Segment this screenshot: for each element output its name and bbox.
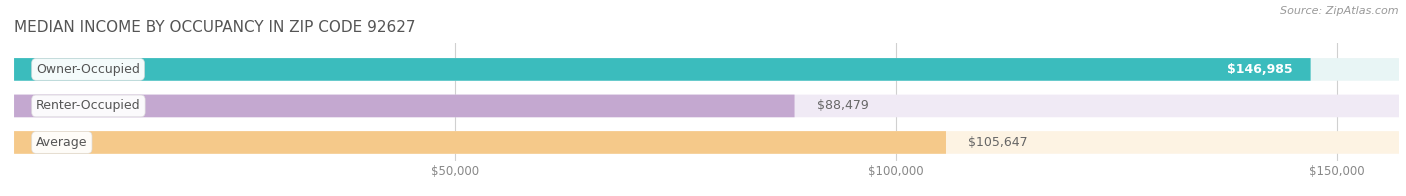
- Text: $146,985: $146,985: [1227, 63, 1294, 76]
- Text: Renter-Occupied: Renter-Occupied: [37, 99, 141, 113]
- FancyBboxPatch shape: [14, 95, 794, 117]
- FancyBboxPatch shape: [14, 131, 946, 154]
- FancyBboxPatch shape: [14, 95, 1399, 117]
- FancyBboxPatch shape: [14, 131, 1399, 154]
- Text: $105,647: $105,647: [969, 136, 1028, 149]
- FancyBboxPatch shape: [14, 58, 1399, 81]
- FancyBboxPatch shape: [14, 58, 1310, 81]
- Text: MEDIAN INCOME BY OCCUPANCY IN ZIP CODE 92627: MEDIAN INCOME BY OCCUPANCY IN ZIP CODE 9…: [14, 20, 416, 35]
- Text: Source: ZipAtlas.com: Source: ZipAtlas.com: [1281, 6, 1399, 16]
- Text: $88,479: $88,479: [817, 99, 869, 113]
- Text: Owner-Occupied: Owner-Occupied: [37, 63, 141, 76]
- Text: Average: Average: [37, 136, 87, 149]
